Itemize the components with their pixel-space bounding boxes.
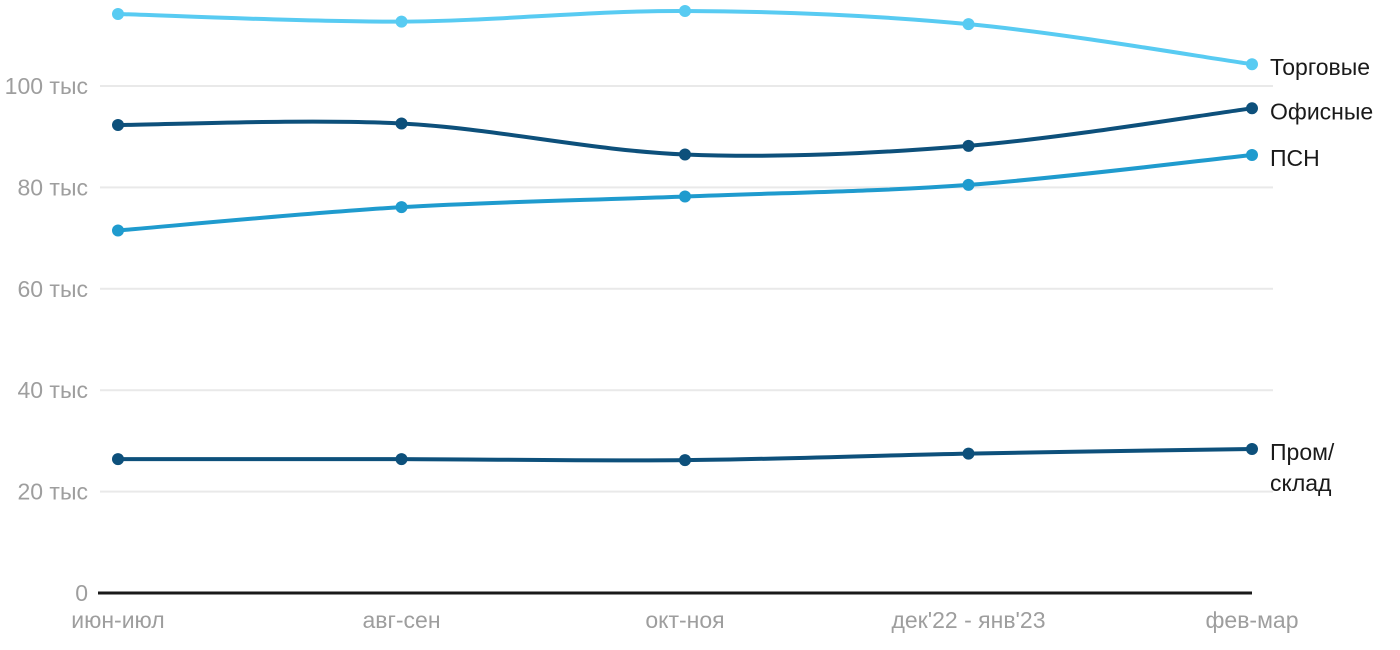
series-label-line: склад — [1270, 470, 1332, 496]
data-point-office-2[interactable] — [679, 148, 691, 161]
data-point-industrial-0[interactable] — [112, 453, 124, 466]
data-point-office-1[interactable] — [395, 117, 408, 130]
y-axis-zero-label: 0 — [75, 580, 88, 606]
x-axis-tick-label: авг-сен — [362, 607, 440, 633]
data-point-office-3[interactable] — [962, 139, 975, 152]
data-point-retail-1[interactable] — [395, 15, 408, 28]
series-label-line: ПСН — [1270, 145, 1320, 171]
series-label-line: Офисные — [1270, 98, 1373, 124]
series-label-psn: ПСН — [1270, 145, 1320, 171]
x-axis-tick-label: июн-июл — [71, 607, 164, 633]
x-axis-tick-label: окт-ноя — [645, 607, 724, 633]
data-point-retail-0[interactable] — [112, 8, 124, 21]
x-axis-tick-label: дек'22 - янв'23 — [891, 607, 1045, 633]
data-point-industrial-4[interactable] — [1246, 443, 1258, 456]
data-point-industrial-2[interactable] — [679, 454, 691, 467]
data-point-retail-3[interactable] — [962, 18, 975, 31]
data-point-psn-3[interactable] — [962, 178, 975, 191]
series-label-industrial: Пром/склад — [1270, 439, 1335, 496]
y-axis-tick-label: 100 тыс — [5, 73, 88, 99]
data-point-psn-0[interactable] — [112, 224, 124, 237]
data-point-psn-4[interactable] — [1246, 148, 1258, 161]
data-point-retail-2[interactable] — [679, 4, 691, 17]
x-axis-tick-label: фев-мар — [1206, 607, 1299, 633]
data-point-industrial-3[interactable] — [962, 447, 975, 460]
series-label-office: Офисные — [1270, 98, 1373, 124]
series-label-retail: Торговые — [1270, 54, 1370, 80]
y-axis-tick-label: 80 тыс — [17, 174, 88, 200]
y-axis-tick-label: 20 тыс — [17, 479, 88, 505]
data-point-office-4[interactable] — [1246, 102, 1258, 115]
y-axis-tick-label: 40 тыс — [17, 377, 88, 403]
data-point-psn-2[interactable] — [679, 190, 691, 203]
y-axis-tick-label: 60 тыс — [17, 276, 88, 302]
data-point-industrial-1[interactable] — [395, 453, 408, 466]
series-label-line: Торговые — [1270, 54, 1370, 80]
series-line-retail — [116, 8, 1254, 67]
data-point-office-0[interactable] — [112, 119, 124, 132]
series-label-line: Пром/ — [1270, 439, 1335, 465]
data-point-psn-1[interactable] — [395, 201, 408, 214]
data-point-retail-4[interactable] — [1246, 58, 1258, 71]
